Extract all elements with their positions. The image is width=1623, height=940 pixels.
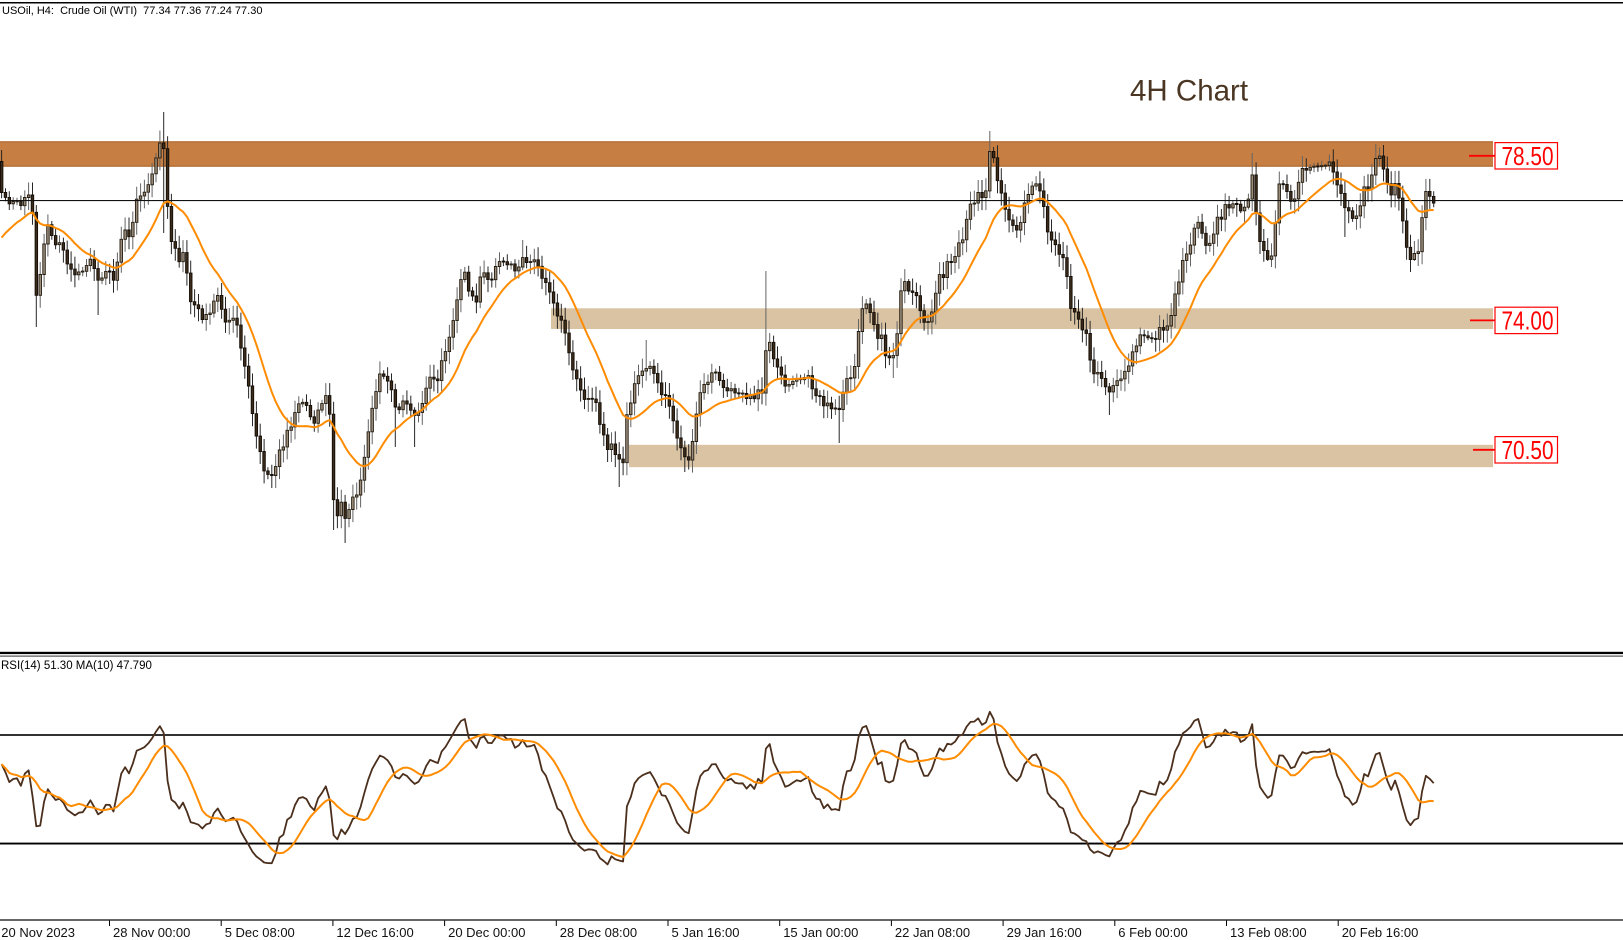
svg-text:USOil, H4: Crude Oil (WTI) 7: USOil, H4: Crude Oil (WTI) 77.34 77.36 7… — [2, 5, 262, 17]
svg-text:5 Jan 16:00: 5 Jan 16:00 — [672, 925, 740, 940]
svg-text:5 Dec 08:00: 5 Dec 08:00 — [225, 925, 295, 940]
svg-text:29 Jan 16:00: 29 Jan 16:00 — [1007, 925, 1082, 940]
svg-text:RSI(14) 51.30 MA(10) 47.790: RSI(14) 51.30 MA(10) 47.790 — [1, 660, 152, 672]
svg-text:4H Chart: 4H Chart — [1130, 75, 1248, 108]
svg-text:15 Jan 00:00: 15 Jan 00:00 — [783, 925, 858, 940]
svg-text:74.00: 74.00 — [1502, 307, 1554, 336]
svg-text:13 Feb 08:00: 13 Feb 08:00 — [1230, 925, 1307, 940]
svg-text:20 Dec 00:00: 20 Dec 00:00 — [448, 925, 525, 940]
svg-text:6 Feb 00:00: 6 Feb 00:00 — [1118, 925, 1187, 940]
svg-text:70.50: 70.50 — [1502, 436, 1554, 465]
svg-text:20 Feb 16:00: 20 Feb 16:00 — [1342, 925, 1419, 940]
svg-text:78.50: 78.50 — [1502, 142, 1554, 171]
svg-text:12 Dec 16:00: 12 Dec 16:00 — [336, 925, 413, 940]
svg-text:28 Dec 08:00: 28 Dec 08:00 — [560, 925, 637, 940]
svg-text:28 Nov 00:00: 28 Nov 00:00 — [113, 925, 190, 940]
svg-text:22 Jan 08:00: 22 Jan 08:00 — [895, 925, 970, 940]
svg-text:20 Nov 2023: 20 Nov 2023 — [1, 925, 75, 940]
